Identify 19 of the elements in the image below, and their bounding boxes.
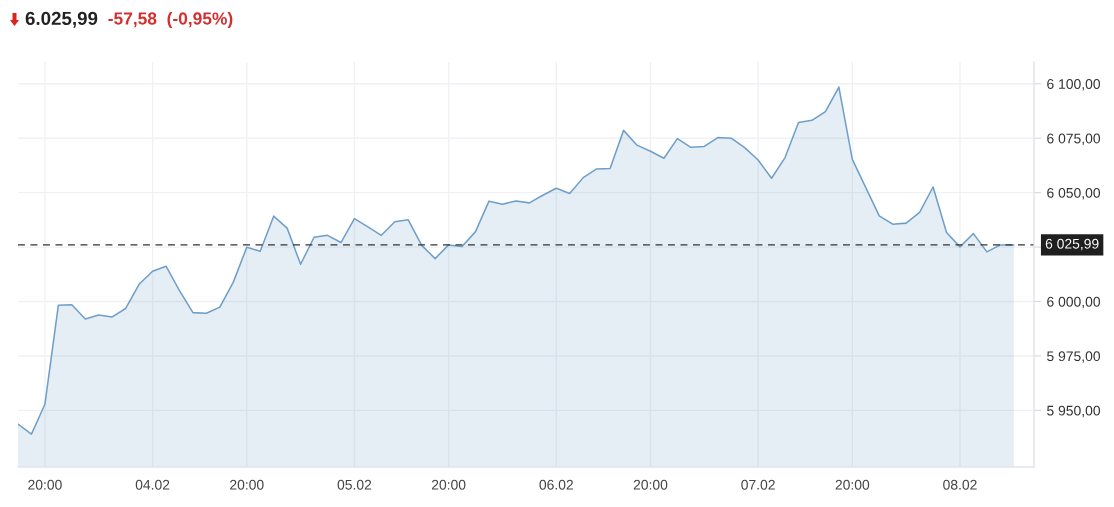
x-tick-label: 20:00 [431,479,466,490]
y-tick-label: 5 975,00 [1047,351,1101,363]
y-tick-label: 6 075,00 [1047,133,1101,146]
chart-subtitle: -57,58 (-0,95%) [108,11,233,29]
x-tick-label: 20:00 [230,479,264,490]
y-tick-label: 6 100,00 [1047,79,1101,91]
ref-line-label: 6 025,99 [1045,238,1099,251]
x-tick-label: 04.02 [135,479,170,490]
y-tick-label: 5 950,00 [1047,405,1101,418]
y-tick-label: 6 050,00 [1047,187,1101,200]
x-tick-label: 08.02 [943,479,977,490]
chart-title: 6.025,99 [25,11,98,28]
x-tick-label: 20:00 [28,479,62,490]
x-tick-label: 20:00 [633,479,668,490]
x-tick-label: 06.02 [539,479,573,490]
x-tick-label: 07.02 [741,479,775,490]
x-tick-label: 20:00 [835,479,870,490]
y-tick-label: 6 000,00 [1047,296,1101,309]
x-tick-label: 05.02 [337,479,372,490]
